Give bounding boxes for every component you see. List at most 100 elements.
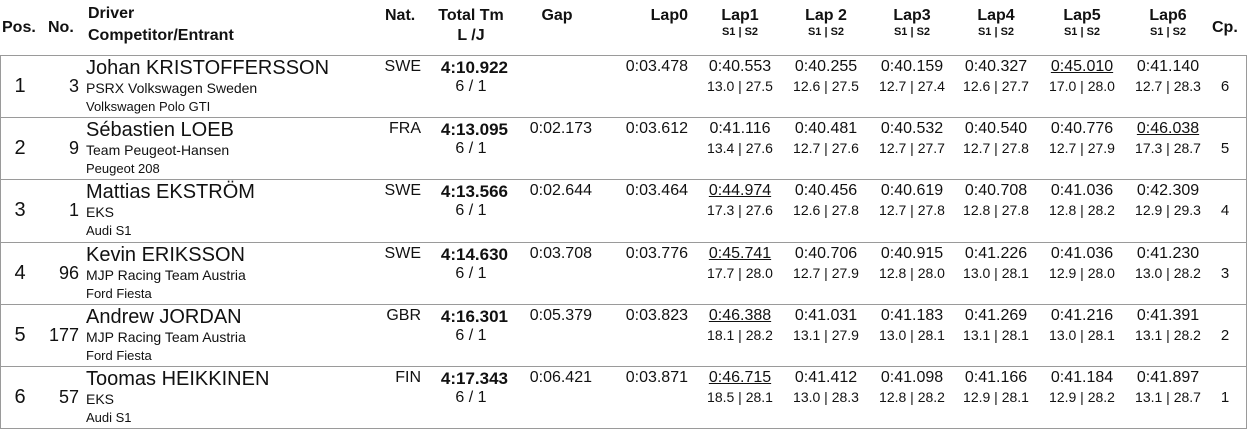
lap-time: 0:41.036 <box>1050 244 1114 262</box>
lap-splits: 12.8 | 27.8 <box>963 202 1029 219</box>
position: 5 <box>14 323 26 346</box>
nationality: FRA <box>389 120 421 138</box>
nationality: SWE <box>384 244 421 262</box>
lap-time: 0:46.715 <box>708 369 772 386</box>
lap-splits: 17.3 | 28.7 <box>1135 140 1201 157</box>
position: 6 <box>14 386 26 408</box>
gap: 0:02.644 <box>529 182 592 200</box>
header-lap: Lap4 <box>977 7 1015 24</box>
lap-splits: 12.9 | 29.3 <box>1135 202 1201 219</box>
car-model: Ford Fiesta <box>86 347 152 363</box>
lap-splits: 13.1 | 28.7 <box>1135 389 1201 405</box>
checkpoint: 5 <box>1220 140 1230 158</box>
lap-splits: 12.6 | 27.8 <box>793 202 859 219</box>
lap-splits: 12.8 | 28.0 <box>879 264 945 281</box>
lap-time: 0:41.391 <box>1136 306 1200 324</box>
lap-splits: 12.7 | 27.8 <box>963 140 1029 157</box>
laps-jokers: 6 / 1 <box>455 326 487 344</box>
position: 3 <box>14 199 26 222</box>
total-time: 4:17.343 <box>440 369 508 388</box>
lap-time: 0:40.327 <box>964 58 1028 75</box>
lap-time: 0:40.481 <box>794 120 858 138</box>
laps-jokers: 6 / 1 <box>455 389 487 406</box>
header-driver: Driver <box>88 5 135 22</box>
lap-time: 0:40.255 <box>794 58 858 75</box>
driver-name: Johan KRISTOFFERSSON <box>86 57 330 79</box>
lap-splits: 13.1 | 27.9 <box>793 326 859 343</box>
lap-time: 0:41.230 <box>1136 244 1200 262</box>
row-divider <box>0 179 1247 180</box>
position: 2 <box>14 137 26 160</box>
header-total: Total Tm <box>438 7 504 24</box>
car-model: Audi S1 <box>86 410 132 425</box>
row-divider <box>0 117 1247 118</box>
lap-splits: 13.0 | 27.5 <box>707 78 773 94</box>
lap-time: 0:40.456 <box>794 182 858 200</box>
lap0-time: 0:03.823 <box>625 306 688 324</box>
lap-time: 0:45.741 <box>708 244 772 262</box>
laps-jokers: 6 / 1 <box>455 78 487 95</box>
entrant: EKS <box>86 204 115 221</box>
lap-time: 0:41.166 <box>964 369 1028 386</box>
lap-time: 0:41.140 <box>1136 58 1200 75</box>
header-entrant: Competitor/Entrant <box>88 27 234 44</box>
header-lap-sub: S1 | S2 <box>807 26 845 38</box>
laps-jokers: 6 / 1 <box>455 264 487 282</box>
lap-time: 0:41.412 <box>794 369 858 386</box>
car-number: 96 <box>58 262 79 283</box>
checkpoint: 3 <box>1220 264 1230 282</box>
lap-time: 0:40.706 <box>794 244 858 262</box>
lap0-time: 0:03.612 <box>625 120 688 138</box>
lap-splits: 13.4 | 27.6 <box>707 140 773 157</box>
lap0-time: 0:03.871 <box>625 369 688 386</box>
lap-splits: 12.7 | 28.3 <box>1135 78 1201 94</box>
header-nat: Nat. <box>385 7 416 24</box>
checkpoint: 1 <box>1220 389 1230 406</box>
lap-time: 0:41.036 <box>1050 182 1114 200</box>
lap-time: 0:40.532 <box>880 120 944 138</box>
total-time: 4:14.630 <box>440 244 508 264</box>
gap: 0:06.421 <box>529 369 592 386</box>
lap0-time: 0:03.776 <box>625 244 688 262</box>
entrant: MJP Racing Team Austria <box>86 328 246 345</box>
header-lap0: Lap0 <box>650 7 688 24</box>
lap-splits: 18.1 | 28.2 <box>707 326 773 343</box>
lap-splits: 13.0 | 28.2 <box>1135 264 1201 281</box>
lap-splits: 12.6 | 27.5 <box>793 78 859 94</box>
lap-splits: 13.1 | 28.2 <box>1135 326 1201 343</box>
driver-name: Sébastien LOEB <box>86 119 234 142</box>
driver-name: Mattias EKSTRÖM <box>86 181 255 204</box>
lap-splits: 12.9 | 28.0 <box>1049 264 1115 281</box>
car-number: 1 <box>68 200 79 221</box>
laps-jokers: 6 / 1 <box>455 202 487 220</box>
lap-splits: 17.7 | 28.0 <box>707 264 773 281</box>
lap-time: 0:40.915 <box>880 244 944 262</box>
entrant: PSRX Volkswagen Sweden <box>86 80 258 96</box>
lap-splits: 13.0 | 28.1 <box>1049 326 1115 343</box>
table-border <box>0 55 1 429</box>
car-model: Volkswagen Polo GTI <box>86 99 211 114</box>
header-lap-sub: S1 | S2 <box>1063 26 1101 38</box>
lap-time: 0:45.010 <box>1050 58 1114 75</box>
car-model: Audi S1 <box>86 223 132 239</box>
checkpoint: 6 <box>1220 78 1230 95</box>
checkpoint: 2 <box>1220 326 1230 344</box>
lap-time: 0:41.183 <box>880 306 944 324</box>
total-time: 4:13.566 <box>440 182 508 202</box>
lap-time: 0:40.159 <box>880 58 944 75</box>
driver-name: Andrew JORDAN <box>86 305 242 328</box>
lap-time: 0:40.540 <box>964 120 1028 138</box>
car-number: 3 <box>68 76 79 96</box>
car-model: Peugeot 208 <box>86 161 160 177</box>
lap-time: 0:41.897 <box>1136 369 1200 386</box>
nationality: FIN <box>395 369 421 386</box>
lap-splits: 12.7 | 27.6 <box>793 140 859 157</box>
lap-time: 0:46.388 <box>708 306 772 324</box>
header-lap: Lap 2 <box>805 7 847 24</box>
lap-time: 0:41.184 <box>1050 369 1114 386</box>
lap-time: 0:44.974 <box>708 182 772 200</box>
row-divider <box>0 304 1247 305</box>
driver-name: Kevin ERIKSSON <box>86 243 245 266</box>
lap-splits: 12.6 | 27.7 <box>963 78 1029 94</box>
